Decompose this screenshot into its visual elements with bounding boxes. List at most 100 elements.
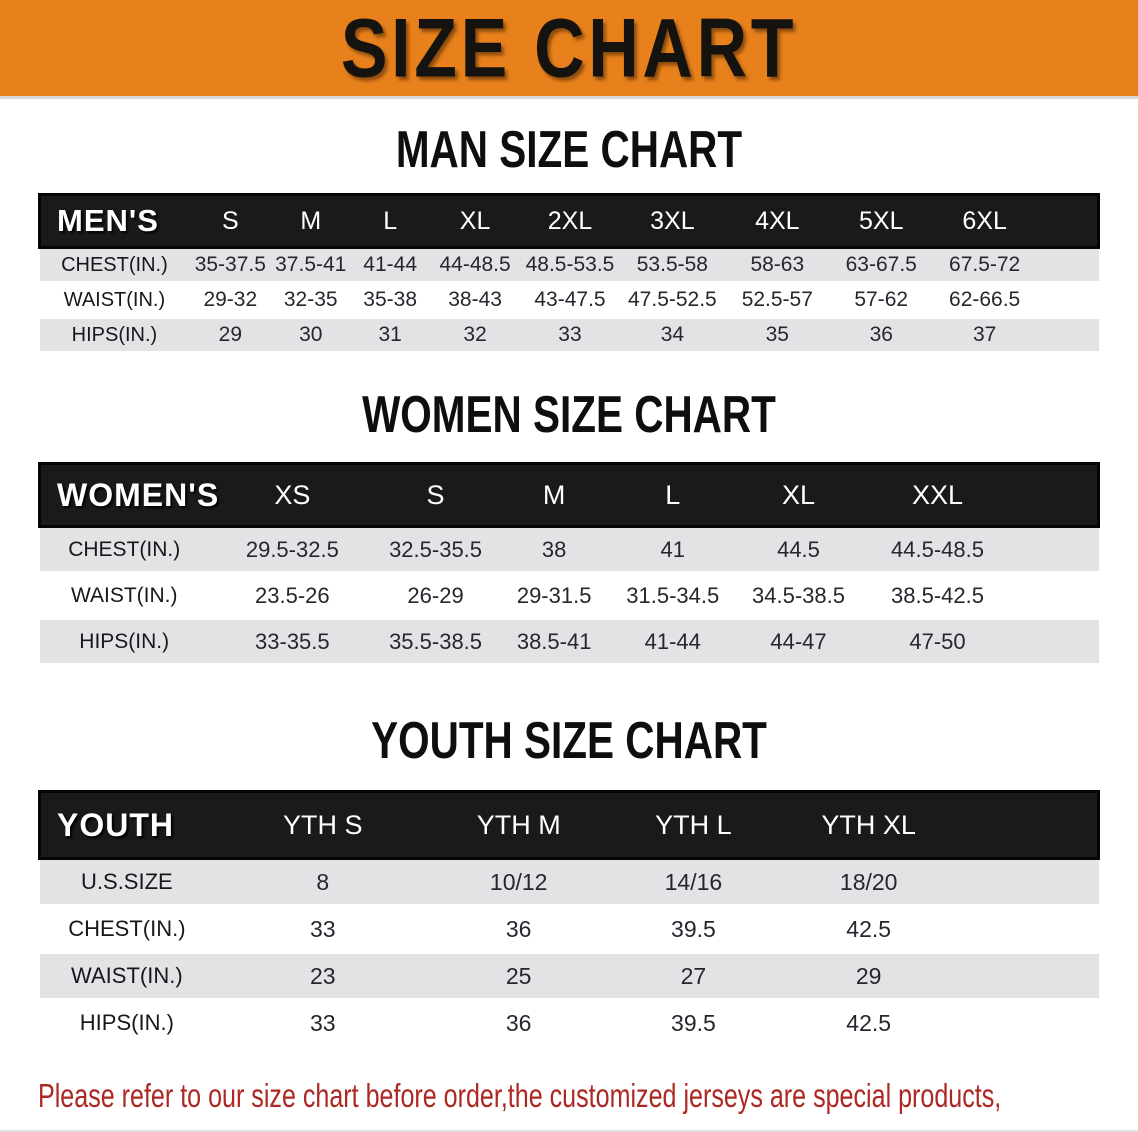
size-value-cell: 29 xyxy=(218,323,242,346)
row-label: HIPS(IN.) xyxy=(79,629,170,653)
size-value-cell: 38.5-42.5 xyxy=(891,582,984,608)
size-value-cell: 23 xyxy=(309,962,336,989)
row-spacer xyxy=(957,953,1099,1000)
column-header: XXL xyxy=(864,463,1011,527)
row-spacer xyxy=(1011,573,1099,619)
size-value-cell: 35.5-38.5 xyxy=(389,628,483,654)
size-value-cell: 36 xyxy=(505,1009,532,1036)
size-value-cell: 33-35.5 xyxy=(255,628,330,654)
size-value-cell: 35-38 xyxy=(363,288,418,311)
column-header: 5XL xyxy=(829,194,933,248)
row-label: CHEST(IN.) xyxy=(68,916,186,941)
corner-label: YOUTH xyxy=(39,791,215,859)
size-value-cell: 44.5-48.5 xyxy=(891,536,984,562)
size-value-cell: 31.5-34.5 xyxy=(626,582,720,608)
youth-size-table: YOUTH YTH S YTH M YTH L YTH XL U.S.SIZE 8 10/1… xyxy=(38,790,1100,1048)
size-value-cell: 34 xyxy=(660,323,685,346)
size-value-cell: 47-50 xyxy=(909,628,966,654)
size-value-cell: 38.5-41 xyxy=(516,628,592,654)
size-value-cell: 41-44 xyxy=(644,628,701,654)
size-value-cell: 35-37.5 xyxy=(194,253,266,276)
size-value-cell: 42.5 xyxy=(846,915,892,942)
size-value-cell: 58-63 xyxy=(750,253,805,276)
column-header: YTH XL xyxy=(780,791,957,859)
banner: SIZE CHART xyxy=(0,0,1138,99)
row-label: CHEST(IN.) xyxy=(61,253,168,276)
size-value-cell: 57-62 xyxy=(854,288,909,311)
column-header: M xyxy=(495,463,613,527)
column-header: S xyxy=(375,463,496,527)
size-table-header-row: YOUTH YTH S YTH M YTH L YTH XL xyxy=(39,791,1099,859)
women-section-title: WOMEN SIZE CHART xyxy=(362,384,776,444)
column-header: L xyxy=(612,463,733,527)
header-spacer xyxy=(956,791,1099,859)
size-value-cell: 29.5-32.5 xyxy=(245,536,339,562)
size-value-cell: 34.5-38.5 xyxy=(752,582,845,608)
women-size-section: WOMEN SIZE CHART WOMEN'S XS S M L XL XXL CHEST… xyxy=(0,384,1138,666)
size-value-cell: 8 xyxy=(316,868,330,895)
size-value-cell: 38 xyxy=(541,536,567,562)
size-value-cell: 14/16 xyxy=(664,868,723,895)
table-row: WAIST(IN.) 23 25 27 29 xyxy=(39,952,1099,1000)
column-header: L xyxy=(350,194,431,248)
table-row: WAIST(IN.) 29-32 32-35 35-38 38-43 43-47.5 47.… xyxy=(39,283,1099,318)
size-value-cell: 35 xyxy=(765,323,789,346)
size-value-cell: 26-29 xyxy=(407,582,464,608)
men-section-title: MAN SIZE CHART xyxy=(395,119,743,179)
size-value-cell: 47.5-52.5 xyxy=(628,288,717,311)
size-value-cell: 44.5 xyxy=(777,536,820,562)
size-value-cell: 48.5-53.5 xyxy=(525,253,615,276)
size-value-cell: 63-67.5 xyxy=(845,253,917,276)
table-row: CHEST(IN.) 33 36 39.5 42.5 xyxy=(39,906,1099,953)
size-value-cell: 18/20 xyxy=(839,868,898,895)
size-value-cell: 67.5-72 xyxy=(949,253,1021,276)
size-value-cell: 39.5 xyxy=(671,915,716,942)
table-row: CHEST(IN.) 35-37.5 37.5-41 41-44 44-48.5 48.5… xyxy=(39,247,1099,283)
size-value-cell: 42.5 xyxy=(846,1009,892,1036)
size-value-cell: 29 xyxy=(855,962,882,989)
size-table-header-row: MEN'S S M L XL 2XL 3XL 4XL 5XL 6XL xyxy=(39,194,1099,248)
corner-label: MEN'S xyxy=(39,194,190,248)
column-header: XL xyxy=(430,194,521,248)
size-value-cell: 27 xyxy=(680,962,707,989)
men-size-table: MEN'S S M L XL 2XL 3XL 4XL 5XL 6XL CHEST(IN.) 35-3… xyxy=(38,193,1100,354)
size-value-cell: 37.5-41 xyxy=(275,253,347,276)
row-spacer xyxy=(1037,248,1099,283)
size-value-cell: 39.5 xyxy=(671,1009,716,1036)
size-value-cell: 33 xyxy=(309,915,336,942)
size-value-cell: 53.5-58 xyxy=(636,253,708,276)
column-header: S xyxy=(189,194,272,248)
size-value-cell: 10/12 xyxy=(489,868,548,895)
row-spacer xyxy=(957,859,1099,906)
column-header: XS xyxy=(208,463,376,527)
table-row: HIPS(IN.) 33-35.5 35.5-38.5 38.5-41 41-44 44-… xyxy=(39,618,1099,665)
size-value-cell: 29-31.5 xyxy=(516,582,592,608)
size-value-cell: 38-43 xyxy=(448,288,502,311)
column-header: 4XL xyxy=(724,194,830,248)
disclaimer-line-2: we don't accept cancel, change, teturn o… xyxy=(38,1119,893,1130)
column-header: M xyxy=(271,194,351,248)
size-value-cell: 44-47 xyxy=(770,628,827,654)
column-header: YTH L xyxy=(606,791,781,859)
disclaimer: Please refer to our size chart before or… xyxy=(0,1072,1138,1130)
row-spacer xyxy=(1037,318,1099,353)
size-value-cell: 33 xyxy=(558,323,582,346)
row-spacer xyxy=(957,906,1099,953)
row-label: CHEST(IN.) xyxy=(68,537,181,561)
row-label: WAIST(IN.) xyxy=(70,583,178,607)
row-spacer xyxy=(957,1000,1099,1047)
size-value-cell: 33 xyxy=(309,1009,336,1036)
page-title: SIZE CHART xyxy=(340,1,798,95)
column-header: YTH M xyxy=(431,791,607,859)
size-value-cell: 41-44 xyxy=(363,253,418,276)
size-value-cell: 30 xyxy=(299,323,323,346)
size-value-cell: 41 xyxy=(660,536,685,562)
size-value-cell: 32.5-35.5 xyxy=(389,536,483,562)
size-value-cell: 37 xyxy=(972,323,997,346)
table-row: U.S.SIZE 8 10/12 14/16 18/20 xyxy=(39,858,1099,906)
table-row: CHEST(IN.) 29.5-32.5 32.5-35.5 38 41 44.5 44.5… xyxy=(39,526,1099,573)
size-value-cell: 44-48.5 xyxy=(439,253,511,276)
size-value-cell: 52.5-57 xyxy=(741,288,813,311)
size-value-cell: 36 xyxy=(505,915,532,942)
